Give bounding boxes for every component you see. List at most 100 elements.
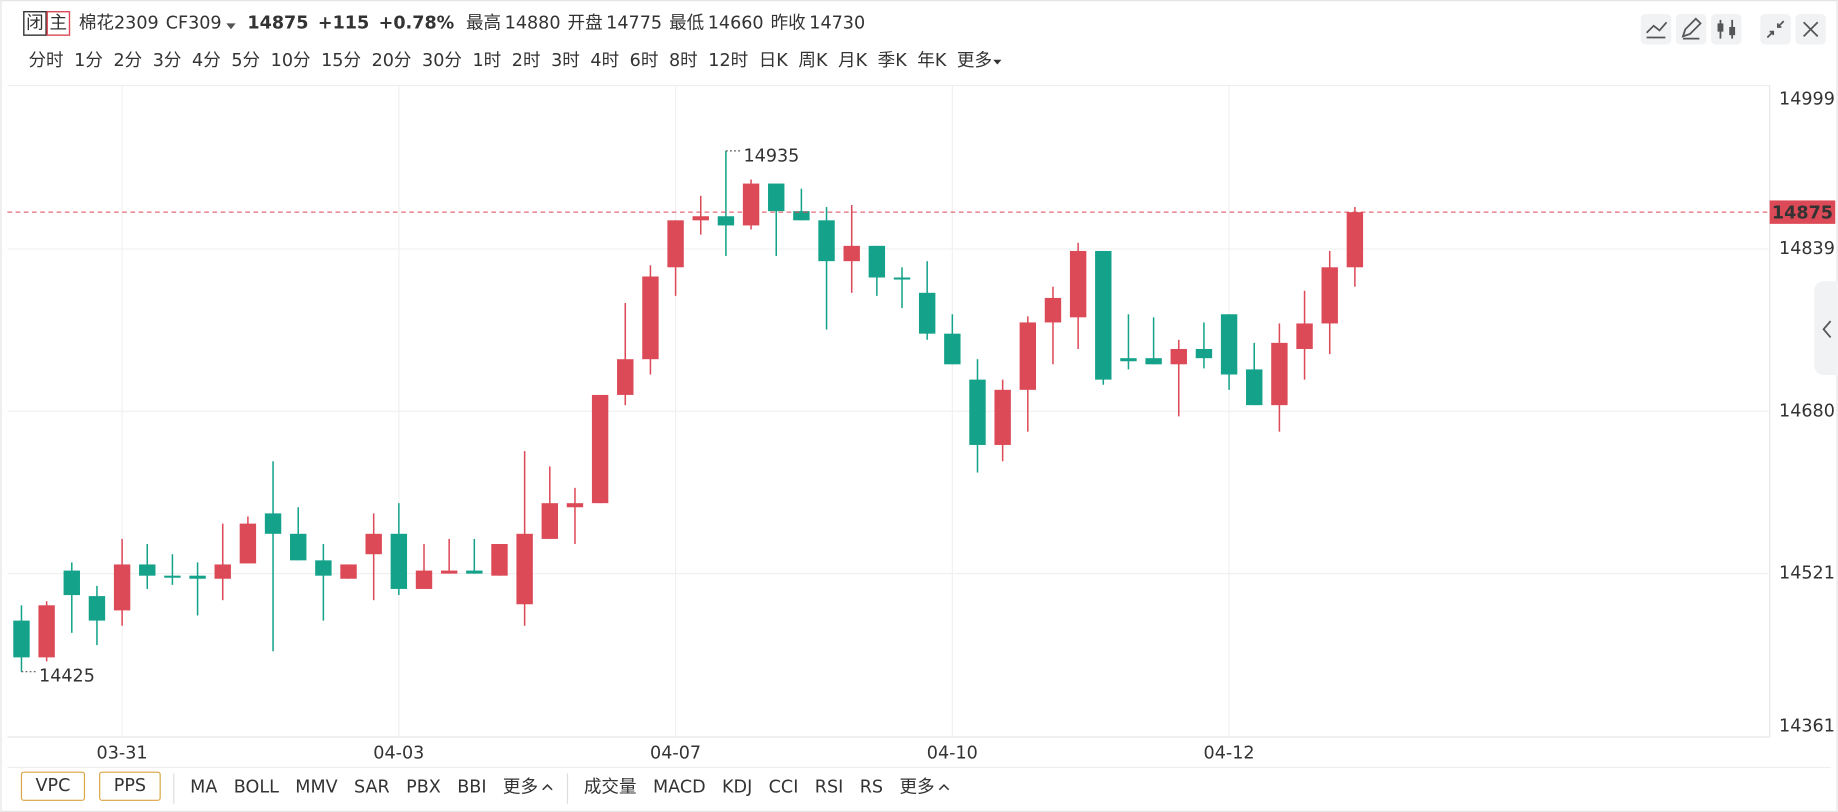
candle-body [818, 220, 835, 262]
overlay-indicator[interactable]: SAR [354, 777, 390, 797]
draw-button[interactable] [1675, 14, 1707, 45]
candle-body [692, 216, 709, 221]
sub-indicator[interactable]: KDJ [722, 777, 752, 797]
candle-body [918, 292, 936, 334]
period-tab[interactable]: 月K [838, 51, 868, 71]
overlay-indicator[interactable]: 更多 [503, 777, 538, 797]
main-badge-box [46, 11, 71, 36]
low-label: 14425 [39, 666, 95, 686]
candle-body [1069, 250, 1087, 318]
main-indicator[interactable]: PPS [114, 776, 146, 796]
main-badge: 主 [50, 13, 68, 33]
icon [1681, 17, 1702, 40]
candle-body [868, 245, 886, 278]
candle-body [239, 523, 257, 564]
shrink-button[interactable] [1760, 14, 1791, 45]
candle-body [315, 560, 332, 576]
icon [1646, 21, 1668, 39]
period-tab[interactable]: 2分 [113, 51, 142, 71]
period-tab[interactable]: 30分 [422, 51, 462, 71]
candle-body [365, 533, 382, 555]
last-price: 14875 [247, 13, 308, 33]
price-change-pct: +0.78% [379, 13, 455, 33]
period-tab[interactable]: 8时 [669, 51, 698, 71]
period-tab[interactable]: 季K [878, 51, 908, 71]
sub-indicator[interactable]: 更多 [900, 777, 935, 797]
overlay-indicator[interactable]: MA [190, 777, 217, 797]
candle-body [139, 564, 156, 576]
candle-body [340, 564, 357, 579]
period-tab[interactable]: 分时 [28, 51, 63, 71]
candle-body [164, 575, 181, 578]
side-tab[interactable] [1814, 281, 1838, 375]
sub-indicator[interactable]: CCI [769, 777, 799, 797]
candle-body [994, 389, 1011, 445]
period-tab[interactable]: 10分 [271, 51, 311, 71]
period-tab[interactable]: 2时 [512, 51, 541, 71]
candle-body [516, 533, 533, 605]
candle-body [1019, 322, 1037, 390]
sub-indicator[interactable]: RSI [815, 777, 844, 797]
icon [1803, 21, 1819, 37]
candle-body [1296, 323, 1313, 349]
candle-body [264, 513, 282, 534]
period-tab[interactable]: 4时 [590, 51, 619, 71]
main-indicator-box[interactable] [20, 771, 86, 801]
sub-indicator[interactable]: RS [860, 777, 883, 797]
candle-body [667, 220, 684, 268]
candle-body [1220, 314, 1238, 375]
main-indicator-box[interactable] [99, 771, 161, 801]
period-tab[interactable]: 1分 [74, 51, 103, 71]
candle-body [290, 533, 307, 561]
indicator-button[interactable] [1640, 14, 1672, 45]
y-tick-label: 14361 [1779, 716, 1835, 736]
contract-code: CF309 [166, 13, 222, 33]
last-price-tag-label: 14875 [1772, 203, 1833, 223]
candle-body [1170, 348, 1187, 365]
open-value: 14775 [606, 13, 662, 33]
period-tab[interactable]: 6时 [630, 51, 659, 71]
candle-body [38, 605, 55, 658]
icon [1729, 26, 1736, 36]
overlay-indicator[interactable]: BOLL [234, 777, 279, 797]
tool-icons[interactable] [1640, 14, 1826, 45]
overlay-indicator[interactable]: MMV [295, 777, 337, 797]
period-tab[interactable]: 周K [798, 51, 828, 71]
period-tab[interactable]: 4分 [192, 51, 221, 71]
candle-body [793, 211, 810, 221]
period-tab[interactable]: 年K [917, 51, 947, 71]
sub-indicator[interactable]: 成交量 [584, 777, 637, 797]
period-tab[interactable]: 12时 [708, 51, 748, 71]
low-value: 14660 [708, 13, 764, 33]
main-indicator[interactable]: VPC [36, 776, 71, 796]
period-tab[interactable]: 3分 [153, 51, 182, 71]
candle-body [843, 245, 860, 262]
period-tab[interactable]: 日K [759, 51, 789, 71]
candle-body [189, 575, 206, 579]
period-tab[interactable]: 1时 [473, 51, 502, 71]
period-tab[interactable]: 3时 [551, 51, 580, 71]
status-badge-box [23, 11, 47, 36]
candle-body [893, 277, 911, 280]
low-label: 最低 [669, 13, 704, 33]
status-badge: 闭 [26, 13, 44, 33]
period-tab[interactable]: 5分 [231, 51, 260, 71]
style-button[interactable] [1711, 14, 1742, 45]
candle-body [113, 564, 131, 611]
candle-body [768, 183, 785, 212]
period-tab[interactable]: 更多 [957, 51, 992, 71]
y-tick-label: 14999 [1779, 90, 1835, 110]
y-tick-label: 14521 [1779, 564, 1835, 584]
candle-body [13, 620, 30, 658]
period-tab[interactable]: 20分 [372, 51, 412, 71]
period-tab[interactable]: 15分 [321, 51, 361, 71]
overlay-indicator[interactable]: PBX [406, 777, 441, 797]
more-chevron [542, 783, 553, 791]
candle-body [717, 216, 735, 226]
sub-indicator[interactable]: MACD [653, 777, 706, 797]
candle-body [566, 503, 584, 508]
overlay-indicator[interactable]: BBI [457, 777, 486, 797]
candle-body [617, 359, 634, 395]
